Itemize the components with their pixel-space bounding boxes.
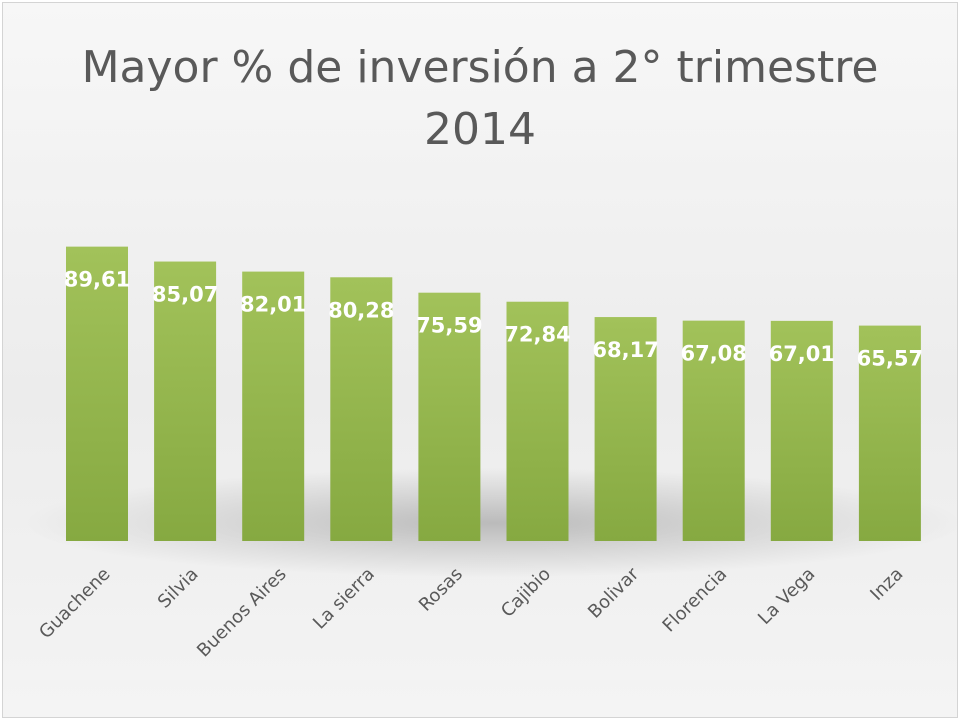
bar-rosas xyxy=(418,292,481,541)
value-label: 65,57 xyxy=(857,347,923,371)
value-label: 72,84 xyxy=(504,323,570,347)
bars-group xyxy=(66,246,921,541)
bar-florencia xyxy=(682,320,745,541)
x-tick-label: Buenos Aires xyxy=(193,564,291,662)
value-label: 67,08 xyxy=(680,342,746,366)
bar-bolivar xyxy=(594,317,657,541)
bar-inza xyxy=(858,325,921,541)
bar-buenos-aires xyxy=(242,271,305,541)
bar-chart: 89,61 85,07 82,01 80,28 75,59 72,84 68,17 67,08… xyxy=(23,246,957,661)
value-labels-group: 89,61 85,07 82,01 80,28 75,59 72,84 68,17 67,08… xyxy=(64,268,923,371)
x-tick-label: Guachene xyxy=(35,564,114,643)
bar-cajibio xyxy=(506,301,569,541)
value-label: 68,17 xyxy=(592,338,658,362)
x-tick-label: Florencia xyxy=(659,564,732,637)
x-tick-label: Inza xyxy=(866,564,907,605)
chart-title-line2: 2014 xyxy=(424,104,536,155)
bar-guachene xyxy=(66,246,128,541)
bar-la-vega xyxy=(770,320,833,541)
bar-silvia xyxy=(154,261,217,541)
value-label: 82,01 xyxy=(240,293,306,317)
chart-title: Mayor % de inversión a 2° trimestre 2014 xyxy=(3,37,957,161)
x-tick-label: Silvia xyxy=(154,564,203,613)
chart-title-line1: Mayor % de inversión a 2° trimestre xyxy=(81,42,879,93)
value-label: 85,07 xyxy=(152,283,218,307)
value-label: 80,28 xyxy=(328,298,394,322)
value-label: 75,59 xyxy=(416,314,482,338)
bar-la-sierra xyxy=(330,277,393,541)
x-tick-label: La Vega xyxy=(754,564,819,629)
value-label: 67,01 xyxy=(769,342,835,366)
value-label: 89,61 xyxy=(64,268,130,292)
